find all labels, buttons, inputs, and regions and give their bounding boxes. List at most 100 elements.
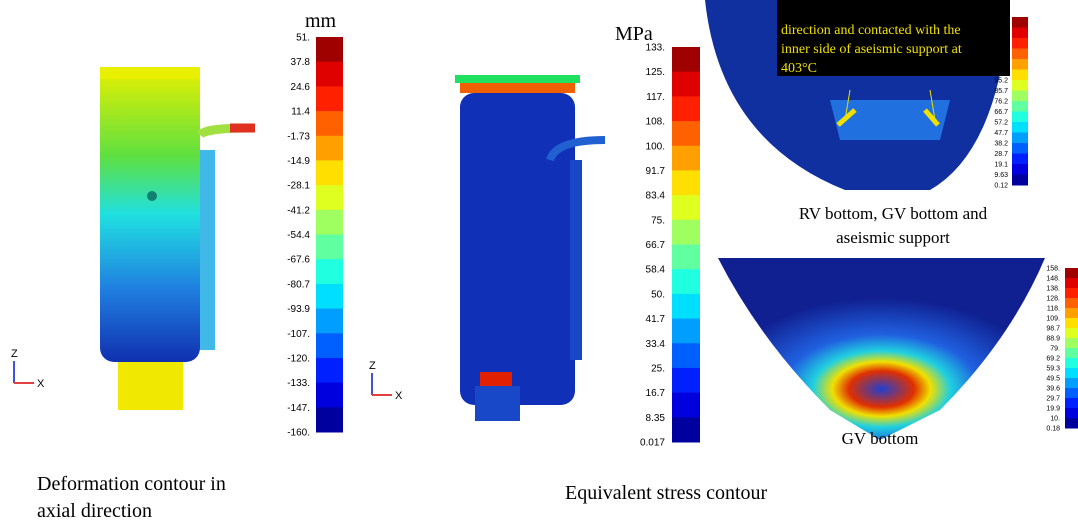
caption: axial direction — [37, 500, 152, 522]
colorbar-label: 114 — [997, 56, 1008, 63]
colorbar-segment — [316, 209, 343, 235]
colorbar-label: 143 — [996, 25, 1008, 32]
colorbar-label: 0.12 — [994, 182, 1008, 189]
annotation: direction and contacted with the — [781, 23, 961, 38]
colorbar-segment — [1012, 17, 1028, 28]
colorbar-segment — [316, 407, 343, 433]
colorbar-segment — [316, 86, 343, 112]
caption: aseismic support — [836, 228, 950, 247]
unit-label: MPa — [615, 23, 653, 45]
colorbar-label: -120. — [287, 353, 310, 364]
caption: RV bottom, GV bottom and — [799, 204, 988, 223]
colorbar-label: 41.7 — [646, 314, 666, 325]
colorbar-label: 10. — [1050, 415, 1060, 422]
colorbar-label: 105. — [994, 67, 1008, 74]
colorbar-segment — [1065, 408, 1078, 419]
colorbar-segment — [316, 135, 343, 161]
colorbar-label: 75. — [651, 215, 665, 226]
colorbar-segment — [1012, 101, 1028, 112]
colorbar-segment — [316, 185, 343, 211]
colorbar-segment — [1012, 174, 1028, 186]
colorbar-segment — [1065, 378, 1078, 389]
colorbar-label: 11.4 — [291, 107, 310, 118]
deformation-model — [100, 67, 255, 410]
colorbar-segment — [672, 195, 700, 221]
colorbar-label: 95.2 — [994, 77, 1008, 84]
colorbar-segment — [1012, 132, 1028, 144]
colorbar-label: -93.9 — [287, 304, 310, 315]
colorbar-label: -147. — [287, 403, 310, 414]
colorbar-label: -1.73 — [287, 131, 310, 142]
colorbar-segment — [1012, 164, 1028, 175]
colorbar-label: 29.7 — [1046, 395, 1060, 402]
colorbar-label: -28.1 — [287, 181, 310, 192]
colorbar-segment — [316, 259, 343, 285]
colorbar-label: -80.7 — [287, 279, 310, 290]
colorbar-segment — [1012, 59, 1028, 70]
caption: Deformation contour in — [37, 473, 226, 495]
colorbar-label: 57.2 — [994, 119, 1008, 126]
colorbar-segment — [316, 308, 343, 334]
caption: Equivalent stress contour — [565, 482, 768, 504]
colorbar-label: 16.7 — [646, 388, 666, 399]
colorbar-segment — [1012, 143, 1028, 154]
colorbar-label: -41.2 — [287, 205, 310, 216]
colorbar-label: 39.6 — [1046, 385, 1060, 392]
colorbar-segment — [1065, 338, 1078, 349]
colorbar-label: 33.4 — [646, 339, 666, 350]
colorbar-label: 133 — [996, 35, 1008, 42]
colorbar-label: 117. — [646, 92, 665, 103]
colorbar-label: 19.9 — [1046, 405, 1060, 412]
colorbar-segment — [1012, 122, 1028, 133]
colorbar-segment — [1012, 80, 1028, 91]
colorbar-label: -107. — [287, 329, 310, 340]
colorbar-segment — [316, 283, 343, 310]
colorbar-segment — [316, 234, 343, 260]
colorbar-segment — [672, 244, 700, 270]
colorbar-segment — [672, 219, 700, 245]
axis-label: X — [37, 378, 45, 390]
colorbar-segment — [316, 160, 343, 186]
colorbar-segment — [672, 170, 700, 196]
colorbar-segment — [672, 417, 700, 443]
colorbar-label: 85.7 — [994, 88, 1008, 95]
annotation: 403°C — [781, 61, 817, 76]
colorbar-segment — [672, 121, 700, 147]
colorbar-label: 125. — [646, 67, 665, 78]
colorbar-segment — [672, 96, 700, 122]
colorbar-segment — [316, 111, 343, 137]
colorbar-segment — [672, 47, 700, 73]
colorbar-segment — [1065, 278, 1078, 289]
colorbar-segment — [1012, 111, 1028, 123]
colorbar-segment — [672, 293, 700, 320]
colorbar-label: 83.4 — [646, 191, 666, 202]
colorbar-segment — [1012, 38, 1028, 49]
colorbar-label: 91.7 — [646, 166, 666, 177]
colorbar-label: 25. — [651, 363, 665, 374]
axis-label: Z — [11, 348, 18, 360]
gv-bottom-model — [718, 258, 1045, 440]
colorbar-label: 0.18 — [1046, 425, 1060, 432]
colorbar-segment — [1012, 153, 1028, 165]
colorbar-segment — [1065, 418, 1078, 429]
colorbar-label: 59.3 — [1046, 365, 1060, 372]
colorbar-label: 19.1 — [994, 161, 1008, 168]
colorbar-label: 98.7 — [1046, 325, 1060, 332]
colorbar-segment — [1065, 388, 1078, 399]
colorbar-segment — [316, 37, 343, 63]
colorbar-label: 158. — [1046, 265, 1060, 272]
colorbar-segment — [1012, 69, 1028, 81]
colorbar-label: 152 — [996, 14, 1008, 21]
caption: GV bottom — [842, 429, 919, 448]
colorbar-label: 51. — [296, 33, 310, 44]
colorbar-label: 66.7 — [646, 240, 666, 251]
colorbar-segment — [1065, 398, 1078, 409]
colorbar-label: -160. — [287, 428, 310, 439]
colorbar-label: 8.35 — [646, 413, 666, 424]
colorbar-label: 66.7 — [994, 109, 1008, 116]
colorbar-label: -133. — [287, 378, 310, 389]
colorbar-label: 100. — [646, 141, 665, 152]
colorbar-segment — [1065, 288, 1078, 299]
colorbar-segment — [1065, 308, 1078, 319]
colorbar-segment — [316, 61, 343, 87]
